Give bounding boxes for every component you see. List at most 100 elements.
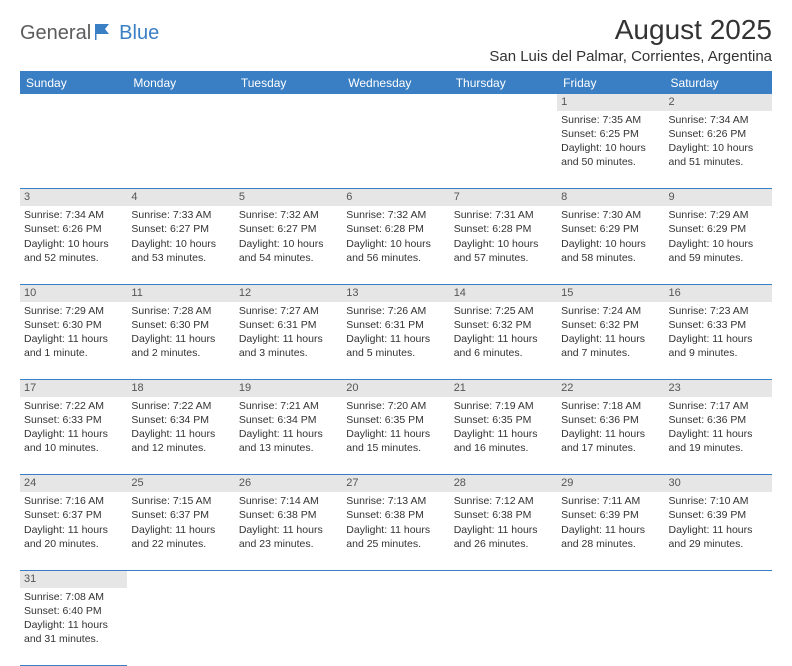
daylight-line: Daylight: 11 hours and 13 minutes.	[239, 427, 338, 455]
logo: General Blue	[20, 14, 159, 45]
daylight-line: Daylight: 10 hours and 57 minutes.	[454, 237, 553, 265]
daylight-line: Daylight: 10 hours and 51 minutes.	[669, 141, 768, 169]
daylight-line: Daylight: 11 hours and 15 minutes.	[346, 427, 445, 455]
sunset-line: Sunset: 6:39 PM	[561, 508, 660, 522]
sunset-line: Sunset: 6:35 PM	[454, 413, 553, 427]
sunset-line: Sunset: 6:40 PM	[24, 604, 123, 618]
day-number-row: 3456789	[20, 189, 772, 206]
sunset-line: Sunset: 6:38 PM	[454, 508, 553, 522]
daylight-line: Daylight: 11 hours and 22 minutes.	[131, 523, 230, 551]
day-cell: Sunrise: 7:30 AMSunset: 6:29 PMDaylight:…	[557, 206, 664, 284]
daylight-line: Daylight: 11 hours and 17 minutes.	[561, 427, 660, 455]
daylight-line: Daylight: 10 hours and 53 minutes.	[131, 237, 230, 265]
day-cell: Sunrise: 7:24 AMSunset: 6:32 PMDaylight:…	[557, 302, 664, 380]
day-cell: Sunrise: 7:34 AMSunset: 6:26 PMDaylight:…	[665, 111, 772, 189]
empty-cell	[665, 570, 772, 587]
sunset-line: Sunset: 6:33 PM	[24, 413, 123, 427]
day-number: 30	[665, 475, 772, 492]
sunrise-line: Sunrise: 7:28 AM	[131, 304, 230, 318]
day-cell: Sunrise: 7:27 AMSunset: 6:31 PMDaylight:…	[235, 302, 342, 380]
day-cell: Sunrise: 7:35 AMSunset: 6:25 PMDaylight:…	[557, 111, 664, 189]
day-number: 15	[557, 284, 664, 301]
header: General Blue August 2025 San Luis del Pa…	[20, 14, 772, 65]
day-cell: Sunrise: 7:14 AMSunset: 6:38 PMDaylight:…	[235, 492, 342, 570]
weekday-header: Wednesday	[342, 72, 449, 95]
day-number: 20	[342, 380, 449, 397]
day-number: 11	[127, 284, 234, 301]
sunset-line: Sunset: 6:30 PM	[24, 318, 123, 332]
daylight-line: Daylight: 11 hours and 25 minutes.	[346, 523, 445, 551]
day-number: 4	[127, 189, 234, 206]
sunset-line: Sunset: 6:29 PM	[669, 222, 768, 236]
daylight-line: Daylight: 11 hours and 28 minutes.	[561, 523, 660, 551]
day-number: 31	[20, 570, 127, 587]
daylight-line: Daylight: 11 hours and 9 minutes.	[669, 332, 768, 360]
daylight-line: Daylight: 11 hours and 1 minute.	[24, 332, 123, 360]
sunrise-line: Sunrise: 7:10 AM	[669, 494, 768, 508]
day-cell: Sunrise: 7:15 AMSunset: 6:37 PMDaylight:…	[127, 492, 234, 570]
day-cell: Sunrise: 7:32 AMSunset: 6:27 PMDaylight:…	[235, 206, 342, 284]
sunrise-line: Sunrise: 7:15 AM	[131, 494, 230, 508]
day-number: 5	[235, 189, 342, 206]
sunrise-line: Sunrise: 7:21 AM	[239, 399, 338, 413]
day-cell: Sunrise: 7:29 AMSunset: 6:29 PMDaylight:…	[665, 206, 772, 284]
sunrise-line: Sunrise: 7:11 AM	[561, 494, 660, 508]
daylight-line: Daylight: 10 hours and 52 minutes.	[24, 237, 123, 265]
daylight-line: Daylight: 11 hours and 23 minutes.	[239, 523, 338, 551]
day-cell: Sunrise: 7:20 AMSunset: 6:35 PMDaylight:…	[342, 397, 449, 475]
sunrise-line: Sunrise: 7:31 AM	[454, 208, 553, 222]
daylight-line: Daylight: 10 hours and 58 minutes.	[561, 237, 660, 265]
sunrise-line: Sunrise: 7:19 AM	[454, 399, 553, 413]
day-cell: Sunrise: 7:12 AMSunset: 6:38 PMDaylight:…	[450, 492, 557, 570]
sunrise-line: Sunrise: 7:32 AM	[239, 208, 338, 222]
day-number: 23	[665, 380, 772, 397]
sunrise-line: Sunrise: 7:18 AM	[561, 399, 660, 413]
empty-cell	[235, 588, 342, 666]
day-number-row: 31	[20, 570, 772, 587]
sunset-line: Sunset: 6:27 PM	[131, 222, 230, 236]
empty-cell	[127, 570, 234, 587]
sunset-line: Sunset: 6:29 PM	[561, 222, 660, 236]
day-number: 7	[450, 189, 557, 206]
day-cell: Sunrise: 7:32 AMSunset: 6:28 PMDaylight:…	[342, 206, 449, 284]
calendar-table: SundayMondayTuesdayWednesdayThursdayFrid…	[20, 71, 772, 666]
day-cell: Sunrise: 7:26 AMSunset: 6:31 PMDaylight:…	[342, 302, 449, 380]
day-cell: Sunrise: 7:10 AMSunset: 6:39 PMDaylight:…	[665, 492, 772, 570]
sunrise-line: Sunrise: 7:22 AM	[131, 399, 230, 413]
sunset-line: Sunset: 6:38 PM	[346, 508, 445, 522]
location-subtitle: San Luis del Palmar, Corrientes, Argenti…	[489, 48, 772, 65]
day-number: 9	[665, 189, 772, 206]
day-number: 21	[450, 380, 557, 397]
day-number: 16	[665, 284, 772, 301]
day-number-row: 10111213141516	[20, 284, 772, 301]
day-number: 1	[557, 94, 664, 111]
sunrise-line: Sunrise: 7:22 AM	[24, 399, 123, 413]
sunrise-line: Sunrise: 7:25 AM	[454, 304, 553, 318]
daylight-line: Daylight: 11 hours and 5 minutes.	[346, 332, 445, 360]
day-cell: Sunrise: 7:33 AMSunset: 6:27 PMDaylight:…	[127, 206, 234, 284]
day-number: 19	[235, 380, 342, 397]
day-cell: Sunrise: 7:21 AMSunset: 6:34 PMDaylight:…	[235, 397, 342, 475]
day-cell: Sunrise: 7:28 AMSunset: 6:30 PMDaylight:…	[127, 302, 234, 380]
day-cell: Sunrise: 7:13 AMSunset: 6:38 PMDaylight:…	[342, 492, 449, 570]
daylight-line: Daylight: 11 hours and 29 minutes.	[669, 523, 768, 551]
day-cell: Sunrise: 7:11 AMSunset: 6:39 PMDaylight:…	[557, 492, 664, 570]
day-cell: Sunrise: 7:29 AMSunset: 6:30 PMDaylight:…	[20, 302, 127, 380]
daylight-line: Daylight: 11 hours and 31 minutes.	[24, 618, 123, 646]
sunrise-line: Sunrise: 7:35 AM	[561, 113, 660, 127]
title-block: August 2025 San Luis del Palmar, Corrien…	[489, 14, 772, 65]
empty-cell	[342, 111, 449, 189]
day-number-row: 17181920212223	[20, 380, 772, 397]
sunrise-line: Sunrise: 7:27 AM	[239, 304, 338, 318]
sunrise-line: Sunrise: 7:34 AM	[669, 113, 768, 127]
day-number: 12	[235, 284, 342, 301]
sunset-line: Sunset: 6:28 PM	[346, 222, 445, 236]
sunrise-line: Sunrise: 7:24 AM	[561, 304, 660, 318]
sunrise-line: Sunrise: 7:33 AM	[131, 208, 230, 222]
empty-cell	[450, 570, 557, 587]
sunrise-line: Sunrise: 7:16 AM	[24, 494, 123, 508]
empty-cell	[20, 94, 127, 111]
daylight-line: Daylight: 10 hours and 59 minutes.	[669, 237, 768, 265]
day-cell: Sunrise: 7:22 AMSunset: 6:34 PMDaylight:…	[127, 397, 234, 475]
daylight-line: Daylight: 11 hours and 3 minutes.	[239, 332, 338, 360]
